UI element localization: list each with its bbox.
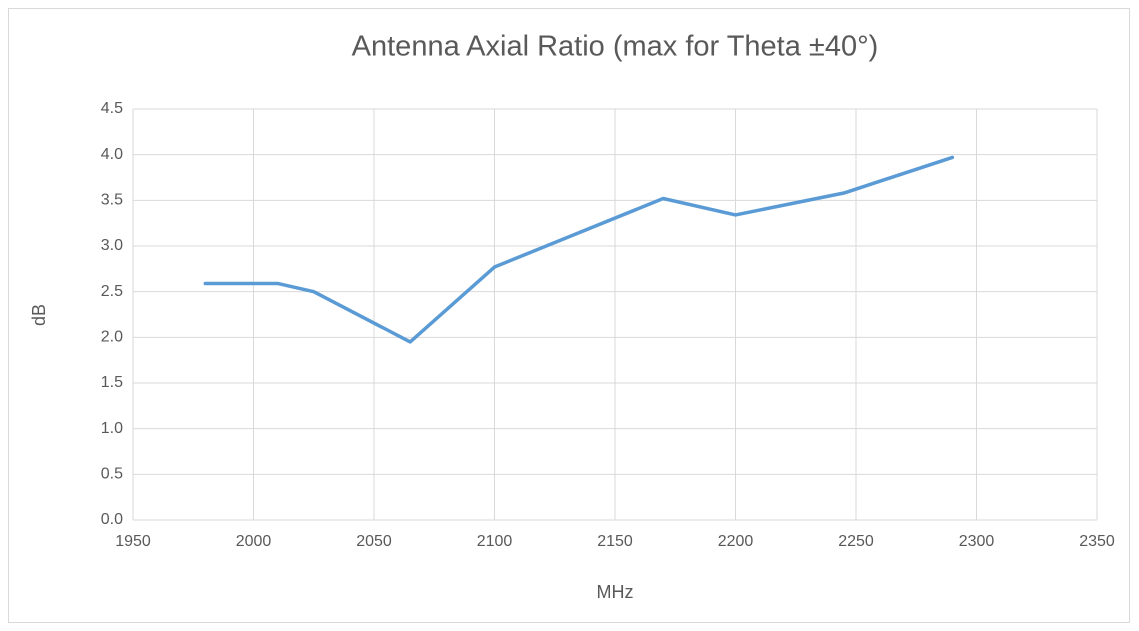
x-tick-label: 2150	[597, 533, 633, 550]
y-tick-label: 0.5	[101, 466, 123, 483]
x-tick-label: 2000	[236, 533, 272, 550]
y-tick-label: 0.0	[101, 511, 123, 528]
x-tick-label: 2300	[959, 533, 995, 550]
y-tick-label: 3.0	[101, 237, 123, 254]
x-tick-label: 2100	[477, 533, 513, 550]
y-axis-label: dB	[29, 304, 49, 326]
x-tick-label: 2250	[838, 533, 874, 550]
y-tick-label: 4.0	[101, 146, 123, 163]
y-tick-label: 2.5	[101, 283, 123, 300]
x-tick-label: 2200	[718, 533, 754, 550]
x-axis-label: MHz	[597, 582, 634, 602]
data-line	[203, 155, 955, 344]
x-tick-label: 2050	[356, 533, 392, 550]
x-tick-label: 1950	[115, 533, 151, 550]
y-tick-label: 4.5	[101, 100, 123, 117]
y-tick-label: 1.0	[101, 420, 123, 437]
x-tick-label: 2350	[1079, 533, 1115, 550]
chart-frame	[8, 8, 1130, 623]
y-tick-label: 2.0	[101, 329, 123, 346]
chart-title: Antenna Axial Ratio (max for Theta ±40°)	[352, 31, 879, 63]
y-tick-label: 1.5	[101, 374, 123, 391]
y-tick-label: 3.5	[101, 192, 123, 209]
